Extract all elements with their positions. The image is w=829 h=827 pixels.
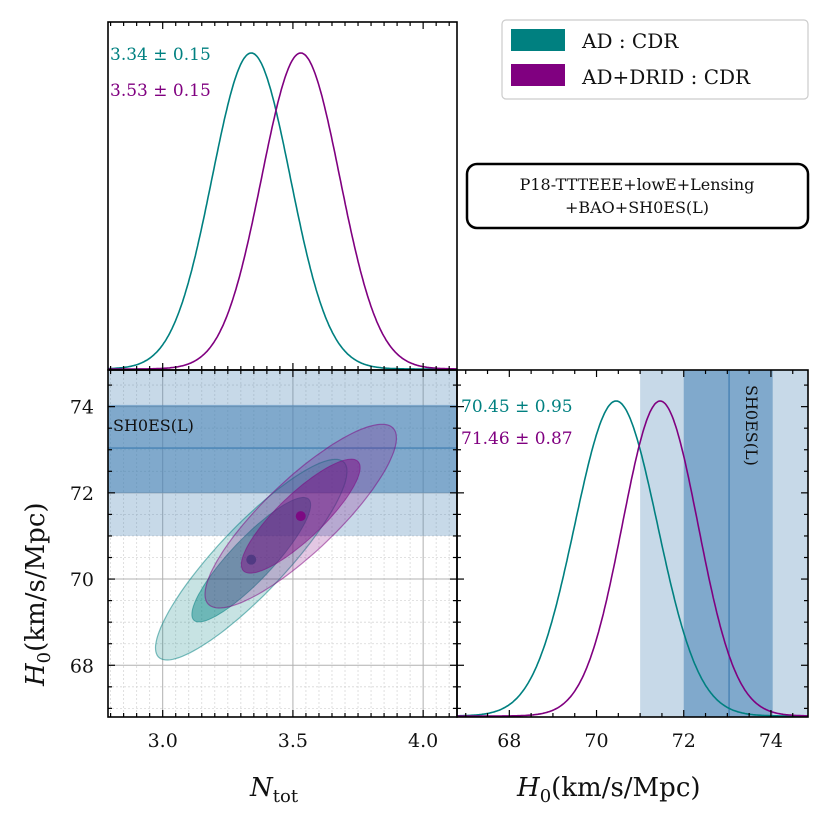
ntot-stat-drid: 3.53 ± 0.15	[110, 81, 211, 101]
ntot-tick-label: 4.0	[408, 730, 438, 752]
best-fit-point-drid	[295, 511, 306, 522]
ntot-marginal-panel	[108, 52, 457, 370]
sh0es-band-1sigma	[108, 404, 457, 493]
h0-stat-drid: 71.46 ± 0.87	[461, 429, 573, 449]
h0-marginal-panel	[457, 370, 808, 717]
sh0es-label-h0: SH0ES(L)	[742, 385, 761, 466]
legend-label-ad: AD : CDR	[581, 29, 679, 53]
h0-marginal-frame	[456, 369, 809, 718]
h0-y-tick-label: 68	[70, 655, 94, 677]
h0-axis-label-vertical: H0(km/s/Mpc)	[21, 502, 55, 687]
sh0es-vband-1sigma	[683, 370, 773, 717]
axis-ticks: 3.0 3.5 4.0 68 70 72 74 68 70 72 74	[70, 22, 808, 752]
legend-swatch-ad	[511, 29, 565, 51]
legend-label-drid: AD+DRID : CDR	[581, 65, 751, 89]
h0-x-tick-label: 68	[497, 730, 521, 752]
h0-axis-label-horizontal: H0(km/s/Mpc)	[516, 773, 701, 807]
h0-x-tick-label: 72	[672, 730, 696, 752]
ntot-marginal-frame	[107, 21, 458, 371]
legend-swatch-drid	[511, 64, 565, 86]
h0-stat-ad: 70.45 ± 0.95	[461, 397, 573, 417]
dataset-line2: +BAO+SH0ES(L)	[565, 198, 709, 217]
sh0es-label-2d: SH0ES(L)	[113, 416, 194, 435]
dataset-line1: P18-TTTEEE+lowE+Lensing	[520, 175, 755, 194]
ntot-tick-label: 3.5	[278, 730, 308, 752]
h0-ntot-2d-panel	[108, 370, 457, 717]
ntot-curve-drid	[108, 52, 457, 370]
best-fit-point-ad	[246, 554, 257, 565]
h0-y-tick-label: 70	[70, 569, 94, 591]
h0-curve-drid	[457, 400, 808, 717]
h0-y-tick-label: 72	[70, 483, 94, 505]
dataset-box: P18-TTTEEE+lowE+Lensing +BAO+SH0ES(L)	[465, 162, 810, 230]
ntot-tick-label: 3.0	[148, 730, 178, 752]
h0-x-tick-label: 70	[584, 730, 608, 752]
h0-x-tick-label: 74	[759, 730, 783, 752]
legend: AD : CDR AD+DRID : CDR	[501, 19, 809, 100]
ntot-axis-label: Ntot	[249, 773, 299, 807]
ntot-stat-ad: 3.34 ± 0.15	[110, 45, 211, 65]
h0-y-tick-label: 74	[70, 397, 94, 419]
ntot-curve-ad	[108, 52, 457, 370]
